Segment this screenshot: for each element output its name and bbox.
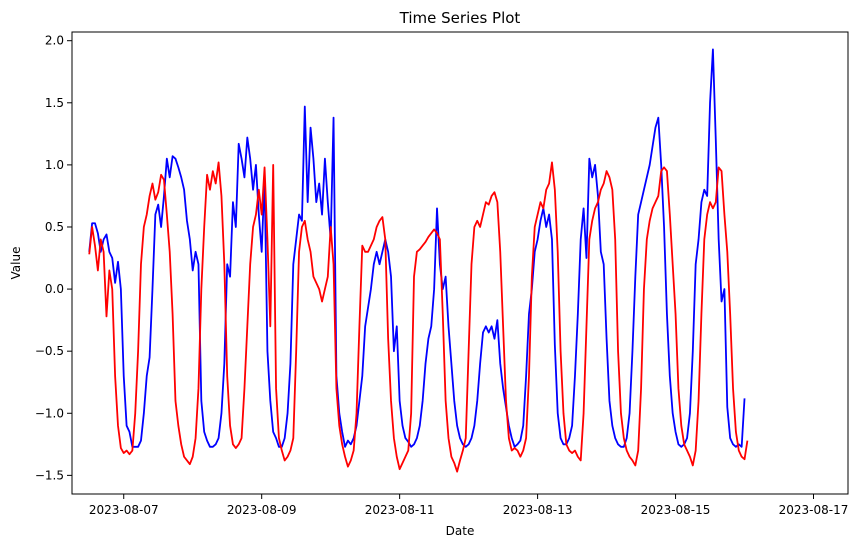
x-axis-label: Date	[446, 524, 475, 538]
y-tick-label: −1.0	[35, 406, 64, 420]
x-tick-label: 2023-08-17	[779, 503, 849, 517]
x-tick-label: 2023-08-13	[503, 503, 573, 517]
x-tick-label: 2023-08-09	[227, 503, 297, 517]
y-axis-label: Value	[9, 247, 23, 280]
y-tick-label: 1.0	[45, 158, 64, 172]
plot-lines	[88, 48, 749, 473]
y-tick-label: 2.0	[45, 34, 64, 48]
x-tick-label: 2023-08-07	[89, 503, 159, 517]
x-axis: 2023-08-07 2023-08-09 2023-08-11 2023-08-13…	[89, 494, 849, 517]
y-tick-label: 0.0	[45, 282, 64, 296]
x-tick-label: 2023-08-15	[641, 503, 711, 517]
y-axis: −1.5 −1.0 −0.5 0.0 0.5 1.0 1.5 2.0	[35, 34, 72, 482]
y-tick-label: 0.5	[45, 220, 64, 234]
series-line-2	[88, 161, 749, 473]
chart-title: Time Series Plot	[399, 9, 521, 27]
y-tick-label: 1.5	[45, 96, 64, 110]
x-tick-label: 2023-08-11	[365, 503, 435, 517]
y-tick-label: −1.5	[35, 468, 64, 482]
series-line-1	[88, 48, 746, 448]
y-tick-label: −0.5	[35, 344, 64, 358]
plot-frame	[71, 31, 849, 495]
